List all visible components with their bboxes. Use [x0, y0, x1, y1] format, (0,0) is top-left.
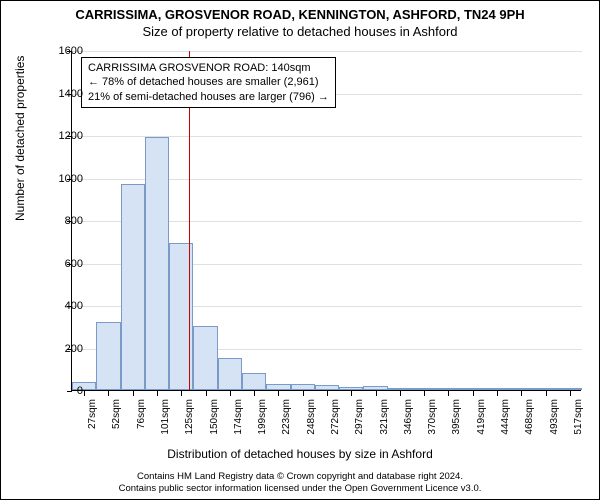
footer-line-2: Contains public sector information licen…: [1, 483, 599, 495]
xtick-mark: [133, 391, 134, 396]
xtick-mark: [230, 391, 231, 396]
xtick-label: 419sqm: [476, 399, 487, 435]
ytick-label: 200: [43, 343, 83, 355]
histogram-bar: [533, 388, 557, 390]
histogram-bar: [193, 326, 217, 390]
xtick-label: 125sqm: [184, 399, 195, 435]
histogram-bar: [388, 388, 412, 390]
title-line-2: Size of property relative to detached ho…: [1, 24, 599, 39]
histogram-bar: [363, 386, 387, 390]
histogram-bar: [266, 384, 290, 390]
xtick-mark: [473, 391, 474, 396]
histogram-bar: [96, 322, 120, 390]
histogram-bar: [412, 388, 436, 390]
xtick-mark: [84, 391, 85, 396]
xtick-mark: [376, 391, 377, 396]
xtick-mark: [327, 391, 328, 396]
xtick-mark: [254, 391, 255, 396]
xtick-mark: [546, 391, 547, 396]
xtick-label: 297sqm: [354, 399, 365, 435]
xtick-mark: [108, 391, 109, 396]
xtick-label: 199sqm: [257, 399, 268, 435]
xtick-mark: [400, 391, 401, 396]
xtick-label: 248sqm: [306, 399, 317, 435]
xtick-label: 27sqm: [87, 399, 98, 429]
ytick-label: 600: [43, 258, 83, 270]
footer-text: Contains HM Land Registry data © Crown c…: [1, 471, 599, 495]
info-line-1: CARRISSIMA GROSVENOR ROAD: 140sqm: [88, 61, 329, 75]
info-box: CARRISSIMA GROSVENOR ROAD: 140sqm ← 78% …: [81, 57, 336, 108]
ytick-label: 1400: [43, 88, 83, 100]
chart-container: CARRISSIMA, GROSVENOR ROAD, KENNINGTON, …: [0, 0, 600, 500]
histogram-bar: [315, 385, 339, 390]
histogram-bar: [558, 388, 582, 390]
xtick-mark: [351, 391, 352, 396]
histogram-bar: [461, 388, 485, 390]
title-line-1: CARRISSIMA, GROSVENOR ROAD, KENNINGTON, …: [1, 7, 599, 22]
xtick-mark: [157, 391, 158, 396]
xtick-label: 517sqm: [573, 399, 584, 435]
xtick-label: 370sqm: [427, 399, 438, 435]
xtick-label: 493sqm: [549, 399, 560, 435]
xtick-label: 346sqm: [403, 399, 414, 435]
xtick-mark: [181, 391, 182, 396]
xtick-label: 468sqm: [524, 399, 535, 435]
xtick-label: 395sqm: [451, 399, 462, 435]
ytick-label: 400: [43, 300, 83, 312]
xtick-mark: [278, 391, 279, 396]
histogram-bar: [218, 358, 242, 390]
histogram-bar: [145, 137, 169, 390]
histogram-bar: [121, 184, 145, 390]
xtick-label: 76sqm: [136, 399, 147, 429]
xtick-label: 223sqm: [281, 399, 292, 435]
histogram-bar: [339, 387, 363, 390]
histogram-bar: [291, 384, 315, 390]
xtick-label: 321sqm: [379, 399, 390, 435]
histogram-bar: [509, 388, 533, 390]
histogram-bar: [436, 388, 460, 390]
xtick-mark: [521, 391, 522, 396]
x-axis-label: Distribution of detached houses by size …: [1, 447, 599, 461]
xtick-mark: [206, 391, 207, 396]
xtick-label: 52sqm: [111, 399, 122, 429]
xtick-mark: [303, 391, 304, 396]
xtick-label: 150sqm: [209, 399, 220, 435]
y-axis-label: Number of detached properties: [13, 56, 27, 221]
ytick-label: 1200: [43, 130, 83, 142]
plot-area: CARRISSIMA GROSVENOR ROAD: 140sqm ← 78% …: [71, 51, 581, 391]
xtick-mark: [497, 391, 498, 396]
ytick-label: 0: [43, 385, 83, 397]
xtick-mark: [570, 391, 571, 396]
ytick-label: 1600: [43, 45, 83, 57]
ytick-label: 800: [43, 215, 83, 227]
ytick-label: 1000: [43, 173, 83, 185]
xtick-label: 272sqm: [330, 399, 341, 435]
histogram-bar: [485, 388, 509, 390]
xtick-mark: [424, 391, 425, 396]
xtick-mark: [448, 391, 449, 396]
gridline: [72, 51, 582, 52]
info-line-3: 21% of semi-detached houses are larger (…: [88, 90, 329, 104]
xtick-label: 174sqm: [233, 399, 244, 435]
info-line-2: ← 78% of detached houses are smaller (2,…: [88, 75, 329, 89]
histogram-bar: [242, 373, 266, 390]
xtick-label: 444sqm: [500, 399, 511, 435]
xtick-label: 101sqm: [160, 399, 171, 435]
footer-line-1: Contains HM Land Registry data © Crown c…: [1, 471, 599, 483]
